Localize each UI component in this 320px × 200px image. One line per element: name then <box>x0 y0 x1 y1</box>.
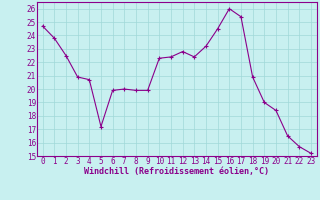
X-axis label: Windchill (Refroidissement éolien,°C): Windchill (Refroidissement éolien,°C) <box>84 167 269 176</box>
